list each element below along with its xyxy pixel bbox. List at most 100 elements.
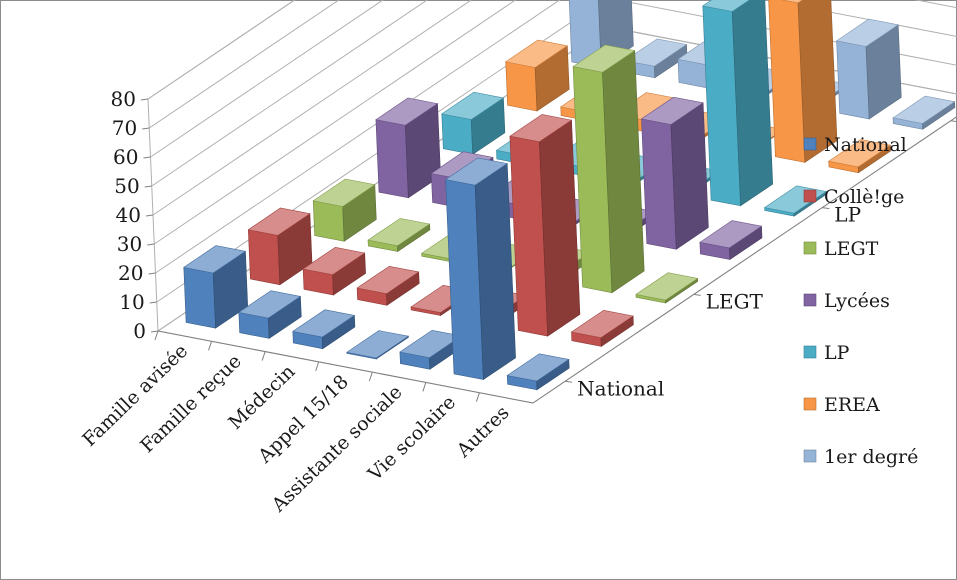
depth-label-legt: LEGT [706, 289, 764, 313]
z-tick-mark [693, 293, 701, 296]
bar-side-face [731, 0, 774, 207]
bar-top-face [441, 91, 505, 120]
bar-top-face [367, 218, 431, 247]
bar-top-face [699, 220, 763, 249]
bars [183, 0, 956, 391]
legend-swatch [803, 293, 817, 307]
bar-colle-ge-famille-recue [302, 246, 366, 296]
bar-top-face [356, 265, 420, 295]
x-tick-mark [208, 341, 213, 351]
y-tick-label: 10 [119, 290, 144, 314]
gridline-70 [149, 0, 340, 129]
bar-colle-ge-medecin [356, 265, 420, 306]
bar-legt-autres [635, 272, 699, 304]
legend-label: Lycées [824, 290, 890, 312]
x-tick-mark [368, 371, 373, 382]
bar-top-face [640, 96, 704, 125]
x-axis-line [157, 330, 534, 404]
y-axis-ticks: 0 10 20 30 40 50 60 70 80 [111, 87, 146, 343]
y-tick-mark [142, 127, 150, 130]
y-tick-mark [145, 214, 154, 217]
bar-top-face [835, 18, 899, 47]
bar-front-face [247, 229, 281, 286]
y-tick-label: 40 [116, 203, 141, 227]
bar-front-face [183, 267, 216, 329]
bar-lycees-vie-scolaire [640, 96, 709, 250]
bar-1er-degre-vie-scolaire [835, 18, 902, 120]
bar-legt-vie-scolaire [572, 44, 645, 294]
legend-swatch [803, 241, 817, 255]
z-tick-mark [565, 380, 573, 383]
bar-lp-famille-avisee [441, 91, 506, 155]
category-label-famille-avisee: Famille avisée [78, 340, 192, 451]
bar-front-face [641, 118, 677, 250]
bar-top-face [444, 157, 508, 186]
legend-label: National [824, 134, 907, 156]
legend-swatch [803, 345, 817, 359]
depth-label-national: National [577, 376, 664, 400]
legend-item-colle-ge: Collè!ge [803, 186, 904, 208]
bar-top-face [781, 0, 803, 4]
bar-top-face [509, 114, 573, 143]
bar-national-famille-avisee [183, 245, 249, 329]
legend-item-erea: EREA [803, 394, 880, 416]
legend-item-national: National [803, 134, 907, 156]
bar-top-face [312, 178, 376, 207]
legend-label: LEGT [824, 238, 879, 260]
bar-top-face [702, 0, 750, 12]
gridline-60 [150, 0, 384, 158]
category-label-autres: Autres [452, 402, 514, 463]
bar-top-face [827, 139, 892, 168]
x-tick-mark [422, 382, 427, 392]
bar-national-famille-recue [238, 290, 302, 339]
y-tick-label: 30 [117, 232, 142, 256]
bar-top-face [375, 97, 439, 126]
y-tick-mark [143, 156, 151, 159]
bar-side-face [797, 0, 838, 163]
bar-top-face [302, 246, 366, 276]
y-tick-label: 20 [118, 261, 143, 285]
bar-top-face [346, 330, 410, 359]
bar-top-face [292, 309, 356, 338]
depth-label-lp: LP [834, 203, 861, 227]
bar-top-face [635, 272, 699, 301]
bar-top-face [183, 245, 247, 274]
bar-top-face [247, 207, 311, 236]
y-tick-mark [148, 272, 156, 275]
z-axis-line [532, 115, 957, 404]
legend-item-lycees: Lycées [803, 290, 890, 312]
y-tick-mark [147, 243, 155, 246]
bar-colle-ge-famille-avisee [247, 207, 313, 286]
x-tick-mark [154, 330, 159, 341]
bar-top-face [892, 95, 956, 124]
legend-item-1er-degre: 1er degré [803, 446, 918, 468]
x-tick-mark [315, 361, 320, 372]
bar-national-vie-scolaire [444, 157, 516, 381]
gridline-50 [151, 0, 429, 187]
y-tick-label: 80 [111, 87, 136, 111]
bar-legt-famille-avisee [312, 178, 377, 242]
y-tick-label: 70 [112, 116, 137, 140]
bar-national-autres [506, 353, 570, 391]
y-tick-label: 0 [133, 319, 146, 343]
x-tick-mark [261, 351, 266, 361]
legend-item-lp: LP [803, 342, 850, 364]
legend-swatch [803, 449, 817, 463]
legend: National Collè!ge LEGT Lycées LP EREA 1er degr… [803, 134, 918, 468]
z-tick-mark [822, 207, 830, 210]
legend-swatch [803, 189, 817, 203]
bar-front-face [505, 61, 538, 112]
bar-front-face [441, 113, 474, 155]
bar-top-face [624, 38, 688, 67]
bar-national-appel-15-18 [346, 330, 410, 360]
x-tick-mark [475, 392, 480, 402]
bar-front-face [312, 200, 345, 242]
bar-top-face [506, 353, 570, 382]
legend-item-legt: LEGT [803, 238, 879, 260]
bar-lycees-autres [699, 220, 763, 261]
bar-lycees-famille-avisee [375, 97, 441, 199]
gridline-40 [152, 0, 473, 216]
legend-swatch [803, 397, 817, 411]
